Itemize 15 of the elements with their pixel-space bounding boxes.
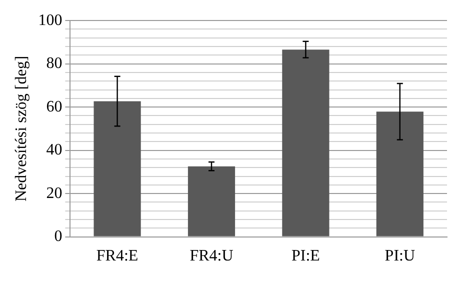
- bar: [94, 101, 141, 236]
- bar: [376, 112, 424, 236]
- x-tick-label: PI:U: [384, 248, 416, 265]
- y-tick-label: 100: [38, 12, 62, 29]
- y-tick-label: 80: [46, 55, 62, 72]
- y-tick-label: 60: [46, 98, 62, 116]
- x-tick-label: FR4:U: [190, 248, 234, 265]
- x-tick-label: FR4:E: [96, 248, 138, 265]
- bar: [188, 166, 236, 236]
- x-tick-label: PI:E: [291, 248, 320, 265]
- y-tick-label: 0: [54, 228, 62, 246]
- y-tick-label: 40: [46, 142, 62, 159]
- bar: [282, 50, 330, 236]
- y-axis-title: Nedvesítési szög [deg]: [12, 56, 30, 202]
- y-tick-label: 20: [46, 184, 62, 202]
